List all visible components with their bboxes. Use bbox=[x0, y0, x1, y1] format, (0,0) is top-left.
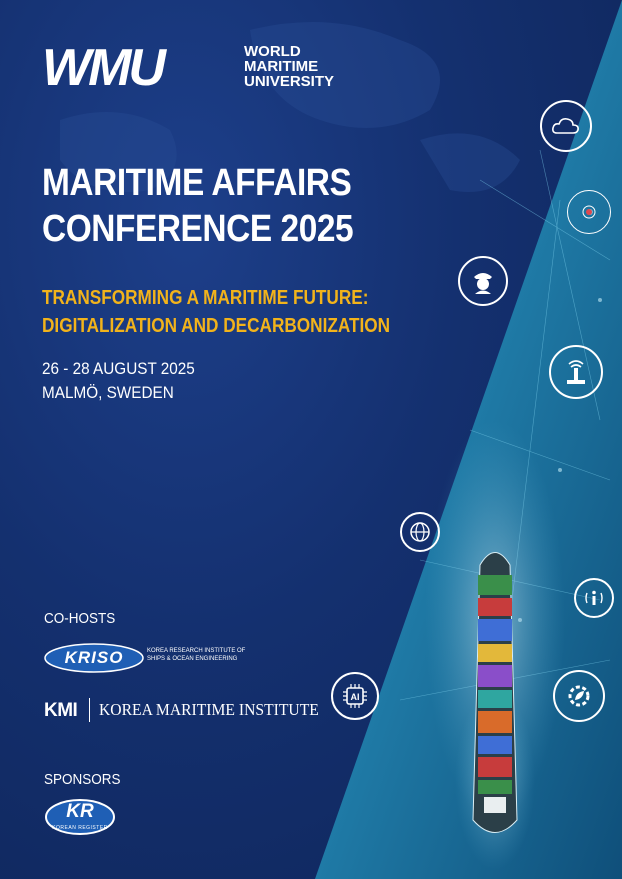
antenna-icon bbox=[549, 345, 603, 399]
info-signal-icon bbox=[574, 578, 614, 618]
world-map-texture bbox=[60, 22, 520, 192]
svg-text:AI: AI bbox=[351, 692, 360, 702]
wmu-logo-name: WORLD MARITIME UNIVERSITY bbox=[244, 43, 335, 90]
kriso-logo-shape bbox=[44, 643, 144, 673]
captain-icon bbox=[458, 256, 508, 306]
ai-chip-icon: AI bbox=[331, 672, 379, 720]
kriso-logo-text: KRISO bbox=[64, 648, 124, 667]
globe-icon bbox=[400, 512, 440, 552]
cloud-co2-icon bbox=[540, 100, 592, 152]
conference-theme: TRANSFORMING A MARITIME FUTURE: DIGITALI… bbox=[42, 287, 391, 337]
eco-gear-icon bbox=[553, 670, 605, 722]
kmi-logo-divider bbox=[89, 698, 90, 722]
kmi-logo-name: KOREA MARITIME INSTITUTE bbox=[99, 700, 319, 719]
kr-logo-text: KR bbox=[66, 801, 94, 822]
container-ship bbox=[472, 552, 518, 833]
containers bbox=[478, 575, 512, 794]
kr-logo-subtext: KOREAN REGISTER bbox=[52, 825, 108, 831]
event-details: 26 - 28 AUGUST 2025 MALMÖ, SWEDEN bbox=[42, 357, 195, 405]
kmi-logo-abbr: KMI bbox=[44, 700, 78, 721]
kr-logo-shape bbox=[45, 799, 115, 835]
location-target-icon bbox=[567, 190, 611, 234]
kriso-description: KOREA RESEARCH INSTITUTE OF SHIPS & OCEA… bbox=[147, 648, 246, 662]
event-location: MALMÖ, SWEDEN bbox=[42, 383, 174, 402]
wmu-logo-mark: WMU bbox=[42, 39, 166, 97]
sponsors-label: SPONSORS bbox=[44, 771, 121, 788]
cohosts-label: CO-HOSTS bbox=[44, 610, 116, 627]
conference-title: MARITIME AFFAIRS CONFERENCE 2025 bbox=[42, 162, 354, 250]
event-date: 26 - 28 AUGUST 2025 bbox=[42, 359, 195, 378]
